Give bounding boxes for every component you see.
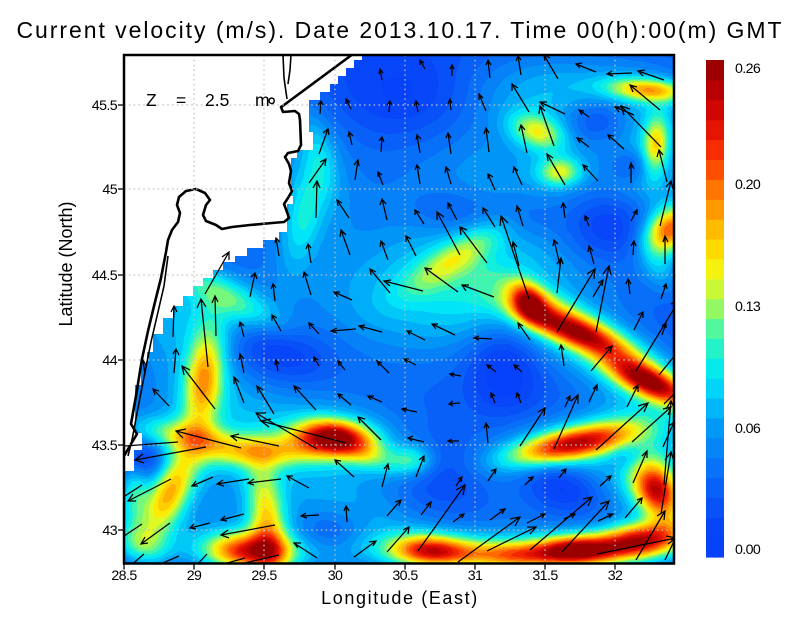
- svg-text:28.5: 28.5: [111, 568, 137, 584]
- svg-text:m: m: [255, 90, 270, 110]
- svg-text:0.00: 0.00: [735, 542, 761, 558]
- svg-text:Z: Z: [146, 90, 157, 110]
- svg-text:30.5: 30.5: [392, 568, 418, 584]
- svg-text:0.26: 0.26: [735, 61, 761, 77]
- svg-text:29.5: 29.5: [251, 568, 277, 584]
- svg-text:2.5: 2.5: [205, 90, 229, 110]
- svg-text:43.5: 43.5: [92, 438, 118, 454]
- svg-text:Latitude (North): Latitude (North): [56, 201, 76, 326]
- svg-text:31.5: 31.5: [532, 568, 558, 584]
- svg-text:44: 44: [102, 353, 117, 369]
- svg-text:45: 45: [102, 182, 117, 198]
- svg-text:0.06: 0.06: [735, 421, 761, 437]
- svg-text:45.5: 45.5: [92, 98, 118, 114]
- svg-text:0.13: 0.13: [735, 299, 761, 315]
- svg-text:31: 31: [468, 568, 483, 584]
- svg-text:=: =: [176, 90, 186, 110]
- svg-text:30: 30: [328, 568, 343, 584]
- svg-text:0.20: 0.20: [735, 177, 761, 193]
- svg-text:Current velocity (m/s). Date 2: Current velocity (m/s). Date 2013.10.17.…: [17, 17, 784, 43]
- svg-text:43: 43: [102, 523, 117, 539]
- svg-text:29: 29: [187, 568, 202, 584]
- svg-text:32: 32: [608, 568, 623, 584]
- svg-text:Longitude (East): Longitude (East): [321, 588, 479, 608]
- svg-text:44.5: 44.5: [92, 268, 118, 284]
